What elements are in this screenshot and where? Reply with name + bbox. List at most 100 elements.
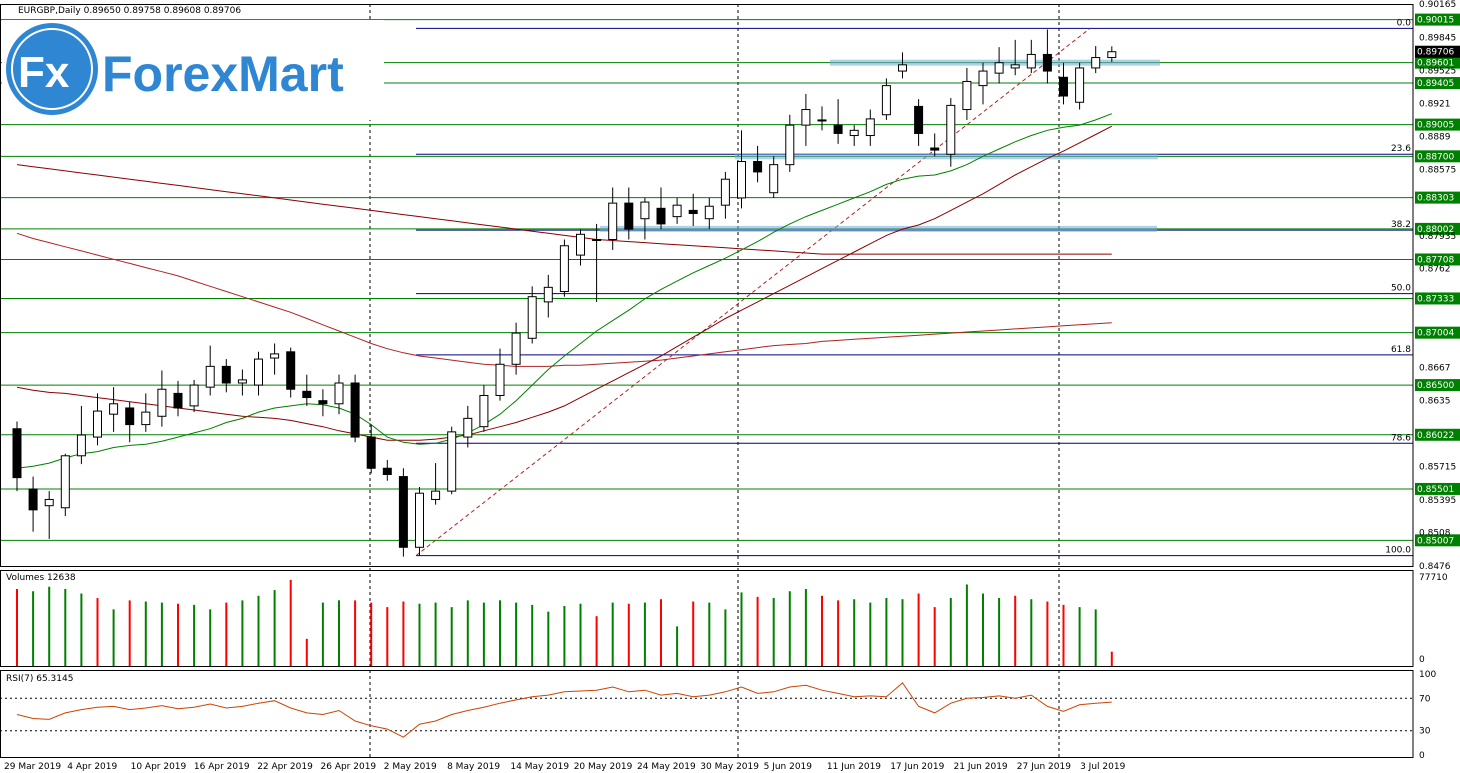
candle-body	[141, 411, 151, 426]
date-tick-label: 27 Jun 2019	[1017, 762, 1071, 772]
fib-label: 100.0	[1385, 546, 1411, 556]
fib-label: 38.2	[1391, 220, 1411, 230]
candle-body	[157, 388, 167, 417]
price-tick-label: 0.89525	[1419, 67, 1456, 77]
date-tick-label: 5 Jun 2019	[764, 762, 813, 772]
candles	[12, 29, 1117, 557]
date-tick-label: 29 Mar 2019	[4, 762, 61, 772]
level-tag-label: 0.87708	[1417, 255, 1454, 265]
volume-tick-label: 77710	[1419, 573, 1448, 583]
candle-body	[334, 382, 344, 405]
candle-body	[286, 351, 296, 390]
date-tick-label: 4 Apr 2019	[67, 762, 117, 772]
candle-body	[173, 392, 183, 409]
ma-mid-line	[16, 125, 1113, 441]
level-tag-label: 0.89005	[1417, 121, 1454, 131]
fib-label: 50.0	[1391, 284, 1411, 294]
date-tick-label: 26 Apr 2019	[321, 762, 377, 772]
level-tag-label: 0.87333	[1417, 294, 1454, 304]
candle-body	[672, 204, 682, 218]
candle-body	[930, 147, 940, 151]
candle-body	[1091, 57, 1101, 69]
candle-body	[688, 209, 698, 215]
candle-body	[737, 161, 746, 199]
rsi-title: RSI(7) 65.3145	[6, 674, 73, 684]
volume-tick-label: 0	[1419, 655, 1425, 665]
date-tick-label: 11 Jun 2019	[827, 762, 881, 772]
candle-body	[769, 164, 779, 194]
candle-body	[350, 382, 360, 438]
level-tag	[1415, 428, 1460, 441]
candle-body	[109, 403, 119, 415]
candle-body	[592, 239, 602, 242]
candle-body	[447, 431, 457, 492]
current-price-label: 0.89706	[1417, 48, 1454, 58]
candle-body	[1107, 51, 1117, 59]
level-tag	[1415, 534, 1460, 547]
candle-body	[511, 332, 521, 365]
price-tick-label: 0.88575	[1419, 165, 1456, 175]
level-tag	[1415, 191, 1460, 204]
date-tick-label: 16 Apr 2019	[194, 762, 250, 772]
candle-body	[189, 384, 199, 407]
candle-body	[270, 353, 280, 359]
candle-body	[753, 161, 763, 173]
level-tag-label: 0.85007	[1417, 536, 1454, 546]
level-tag-label: 0.86022	[1417, 431, 1454, 441]
price-tick-label: 0.8476	[1419, 562, 1451, 572]
fib-label: 78.6	[1391, 433, 1411, 443]
price-tick-label: 0.85715	[1419, 463, 1456, 473]
candle-body	[221, 365, 231, 384]
price-tick-label: 0.89845	[1419, 33, 1456, 43]
candle-body	[656, 207, 666, 225]
candle-body	[946, 104, 956, 155]
rsi-tick-label: 30	[1419, 727, 1431, 737]
candle-body	[76, 434, 86, 457]
candle-body	[559, 245, 569, 292]
price-tick-label: 0.8508	[1419, 529, 1451, 539]
date-tick-label: 21 Jun 2019	[954, 762, 1008, 772]
candle-body	[527, 296, 537, 339]
candle-body	[205, 365, 215, 388]
candle-body	[720, 178, 730, 206]
price-tick-label: 0.8635	[1419, 397, 1451, 407]
candle-body	[849, 129, 859, 137]
price-tick-label: 0.8667	[1419, 363, 1451, 373]
candle-body	[608, 202, 618, 241]
fib-label: 0.0	[1397, 18, 1412, 28]
ma-slow-line	[16, 232, 1112, 367]
rsi-tick-label: 100	[1419, 670, 1436, 680]
candle-body	[1075, 67, 1085, 103]
date-tick-label: 8 May 2019	[447, 762, 500, 772]
level-tag-label: 0.85501	[1417, 485, 1454, 495]
price-tick-label: 0.8762	[1419, 265, 1451, 275]
candle-body	[994, 62, 1004, 74]
zone-band	[735, 153, 1158, 160]
level-tag-label: 0.89405	[1417, 79, 1454, 89]
candle-body	[914, 105, 924, 134]
price-tick-label: 0.87935	[1419, 232, 1456, 242]
price-tick-label: 0.85395	[1419, 496, 1456, 506]
zone-band	[600, 225, 1157, 232]
date-tick-label: 24 May 2019	[637, 762, 696, 772]
level-tag	[1415, 326, 1460, 339]
date-tick-label: 30 May 2019	[700, 762, 759, 772]
candle-body	[624, 202, 634, 230]
candle-body	[833, 124, 843, 134]
level-tag-label: 0.88700	[1417, 152, 1454, 162]
current-price-tag	[1415, 45, 1460, 58]
candle-body	[415, 492, 424, 548]
candle-body	[881, 85, 891, 116]
level-tag-label: 0.87004	[1417, 329, 1454, 339]
candle-body	[382, 467, 392, 475]
horizontal-levels[interactable]: 0.90015 0.89601 0.89405 0.89005 0.88700 0.883…	[0, 13, 1460, 547]
level-tag	[1415, 222, 1460, 235]
date-tick-label: 3 Jul 2019	[1080, 762, 1125, 772]
candle-body	[366, 436, 376, 469]
date-tick-label: 10 Apr 2019	[131, 762, 187, 772]
candle-body	[978, 70, 988, 87]
candle-body	[125, 407, 135, 426]
level-tag	[1415, 150, 1460, 163]
